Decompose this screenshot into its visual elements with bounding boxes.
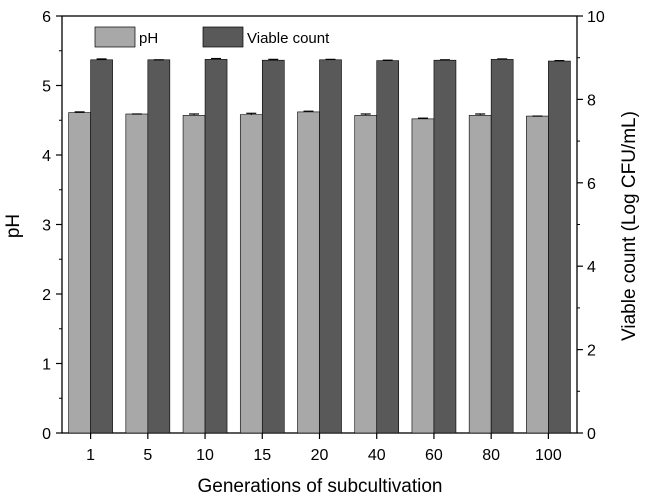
bar-viable-count-10 <box>204 59 228 434</box>
x-tick-label: 5 <box>143 447 152 464</box>
y-right-tick-label: 2 <box>587 343 596 360</box>
bar-ph-5 <box>125 113 149 434</box>
y-left-tick-label: 5 <box>42 79 51 96</box>
legend-label-viable-count: Viable count <box>247 30 330 47</box>
bar-ph-20 <box>297 111 320 434</box>
x-tick-label: 80 <box>482 447 500 464</box>
bar-ph-10 <box>182 115 206 434</box>
bar-viable-count-15 <box>261 59 285 434</box>
x-tick-label: 100 <box>535 447 562 464</box>
x-tick-label: 60 <box>425 447 443 464</box>
bar-viable-count-80 <box>490 59 514 434</box>
bar-ph-60 <box>411 118 435 434</box>
x-tick-label: 15 <box>253 447 271 464</box>
y-left-tick-label: 6 <box>42 9 51 26</box>
x-axis-label: Generations of subcultivation <box>197 476 442 497</box>
y-left-tick-label: 1 <box>42 357 51 374</box>
legend-swatch-viable-count <box>202 26 244 48</box>
legend-label-ph: pH <box>139 30 158 47</box>
y-right-tick-label: 8 <box>587 92 596 109</box>
bar-ph-80 <box>468 115 492 434</box>
x-tick-label: 1 <box>86 447 95 464</box>
x-tick-label: 20 <box>311 447 329 464</box>
bar-ph-1 <box>68 112 91 434</box>
y-left-tick-label: 2 <box>42 287 51 304</box>
bar-viable-count-1 <box>90 59 113 434</box>
y-left-tick-label: 3 <box>42 218 51 235</box>
bars <box>68 57 571 434</box>
x-tick-label: 10 <box>196 447 214 464</box>
y-right-tick-label: 0 <box>587 426 596 443</box>
bar-viable-count-100 <box>548 60 571 434</box>
y-right-tick-label: 4 <box>587 259 596 276</box>
bar-ph-40 <box>354 115 378 434</box>
bar-viable-count-20 <box>319 59 342 434</box>
y-right-axis-label: Viable count (Log CFU/mL) <box>619 111 640 341</box>
y-right-tick-label: 10 <box>587 9 605 26</box>
bar-ph-15 <box>239 114 263 434</box>
y-left-tick-label: 0 <box>42 426 51 443</box>
y-left-axis-label: pH <box>3 214 24 238</box>
y-right-tick-label: 6 <box>587 176 596 193</box>
bar-viable-count-60 <box>433 59 457 434</box>
bar-ph-100 <box>526 115 549 434</box>
x-tick-label: 40 <box>368 447 386 464</box>
y-left-tick-label: 4 <box>42 148 51 165</box>
legend: pH Viable count <box>94 26 330 48</box>
bar-viable-count-5 <box>147 59 171 434</box>
legend-swatch-ph <box>94 26 136 48</box>
bar-viable-count-40 <box>376 60 400 434</box>
